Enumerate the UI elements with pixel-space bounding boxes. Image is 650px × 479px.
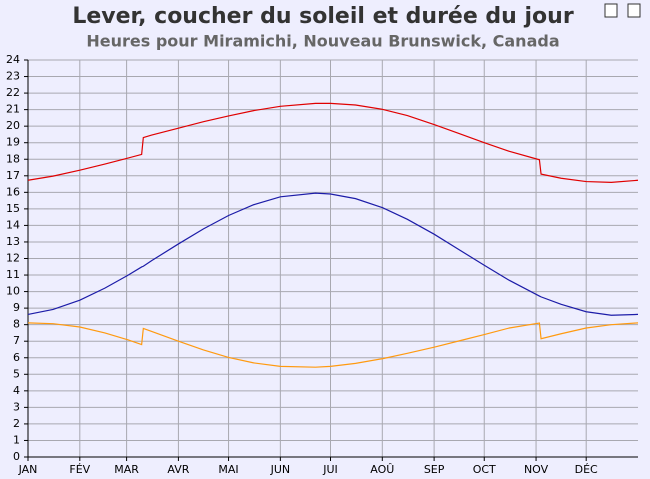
chart-subtitle: Heures pour Miramichi, Nouveau Brunswick… (86, 32, 559, 51)
y-tick-label: 18 (6, 152, 20, 165)
toolbar-icons[interactable] (604, 3, 641, 18)
x-tick-label: MAI (218, 463, 238, 476)
x-tick-label: JAN (18, 463, 38, 476)
y-tick-label: 11 (6, 268, 20, 281)
icon-table[interactable] (627, 3, 641, 18)
y-tick-label: 13 (6, 235, 20, 248)
y-tick-label: 2 (13, 417, 20, 430)
y-tick-label: 22 (6, 86, 20, 99)
y-tick-label: 12 (6, 252, 20, 265)
y-tick-label: 24 (6, 53, 20, 66)
x-tick-label: JUN (270, 463, 291, 476)
y-tick-label: 10 (6, 285, 20, 298)
y-tick-label: 9 (13, 301, 20, 314)
x-tick-label: AVR (167, 463, 189, 476)
y-tick-label: 8 (13, 318, 20, 331)
y-tick-label: 16 (6, 185, 20, 198)
y-tick-label: 14 (6, 218, 20, 231)
y-tick-label: 17 (6, 169, 20, 182)
chart-title: Lever, coucher du soleil et durée du jou… (72, 4, 574, 29)
y-tick-label: 5 (13, 367, 20, 380)
y-tick-label: 23 (6, 70, 20, 83)
x-tick-label: JUI (322, 463, 338, 476)
x-tick-label: AOÛ (370, 463, 394, 476)
series-line (27, 192, 639, 316)
series-line (27, 322, 639, 368)
y-tick-label: 21 (6, 103, 20, 116)
y-tick-label: 1 (13, 433, 20, 446)
y-tick-label: 4 (13, 384, 20, 397)
y-tick-label: 0 (13, 450, 20, 463)
y-tick-label: 7 (13, 334, 20, 347)
x-tick-label: FÉV (69, 463, 90, 476)
y-tick-label: 6 (13, 351, 20, 364)
y-tick-label: 3 (13, 400, 20, 413)
x-tick-label: NOV (524, 463, 549, 476)
y-tick-label: 15 (6, 202, 20, 215)
y-tick-label: 20 (6, 119, 20, 132)
icon-export[interactable] (604, 3, 618, 18)
x-tick-label: SEP (424, 463, 445, 476)
x-tick-label: MAR (114, 463, 139, 476)
y-tick-label: 19 (6, 136, 20, 149)
x-tick-label: OCT (473, 463, 496, 476)
x-tick-label: DÉC (575, 463, 598, 476)
series-line (27, 102, 639, 184)
